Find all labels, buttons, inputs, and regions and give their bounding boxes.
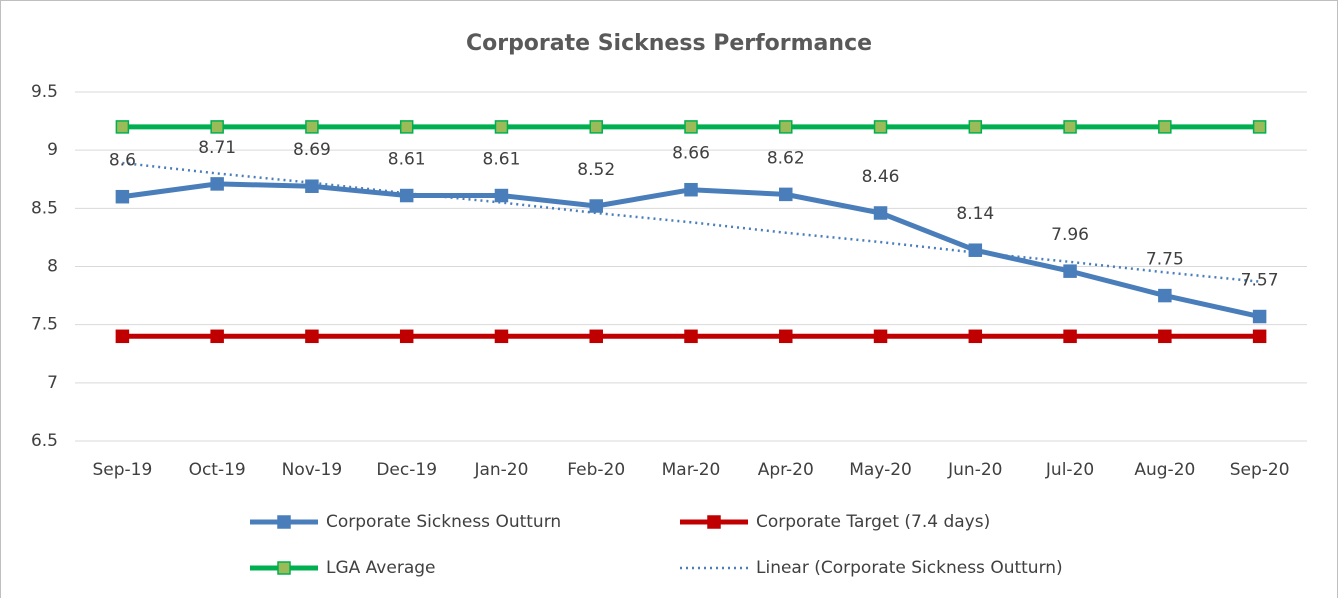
series-line [122, 161, 1260, 283]
data-label: 8.52 [577, 160, 615, 180]
legend-marker [707, 515, 721, 529]
x-tick-label: Apr-20 [758, 460, 814, 480]
marker [968, 329, 983, 344]
legend-label: Corporate Sickness Outturn [326, 512, 561, 532]
x-tick-label: Oct-19 [189, 460, 246, 480]
y-tick-label: 9.5 [31, 82, 58, 102]
data-label: 8.62 [767, 148, 805, 168]
marker [115, 189, 130, 204]
marker [1063, 329, 1077, 344]
y-tick-label: 6.5 [31, 431, 58, 451]
marker [1063, 264, 1077, 278]
x-tick-label: Dec-19 [376, 460, 437, 480]
marker [1158, 120, 1172, 134]
marker [1252, 309, 1267, 324]
marker [779, 120, 793, 134]
marker [494, 188, 509, 203]
data-label: 8.61 [388, 150, 426, 170]
y-tick-label: 7.5 [31, 315, 58, 335]
data-label: 7.57 [1241, 271, 1279, 291]
marker [210, 329, 224, 344]
marker [399, 188, 414, 203]
x-tick-label: Jan-20 [473, 460, 528, 480]
x-tick-label: Sep-19 [92, 460, 152, 480]
data-label: 7.75 [1146, 250, 1184, 270]
marker [684, 182, 698, 197]
data-label: 8.6 [109, 151, 136, 171]
marker [305, 179, 319, 193]
data-label: 8.14 [956, 204, 994, 224]
marker [779, 187, 793, 202]
marker [305, 120, 319, 134]
marker [968, 243, 983, 257]
x-tick-label: May-20 [849, 460, 912, 480]
x-tick-label: Aug-20 [1134, 460, 1195, 480]
x-tick-label: Feb-20 [567, 460, 625, 480]
data-label: 8.69 [293, 140, 331, 160]
y-tick-label: 7 [47, 373, 58, 393]
marker [684, 120, 698, 134]
data-label: 7.96 [1051, 225, 1089, 245]
marker [494, 120, 509, 134]
data-label: 8.71 [198, 138, 236, 158]
y-tick-label: 8.5 [31, 198, 58, 218]
y-tick-label: 9 [47, 140, 58, 160]
marker [684, 329, 698, 344]
marker [1252, 120, 1267, 134]
legend-label: LGA Average [326, 558, 436, 578]
marker [115, 120, 130, 134]
data-label: 8.46 [862, 167, 900, 187]
legend-label: Corporate Target (7.4 days) [756, 512, 990, 532]
x-tick-label: Sep-20 [1230, 460, 1290, 480]
marker [210, 120, 224, 134]
x-tick-label: Mar-20 [662, 460, 721, 480]
marker [494, 329, 509, 344]
y-tick-label: 8 [47, 257, 58, 277]
marker [305, 329, 319, 344]
legend-marker [277, 561, 291, 575]
marker [873, 206, 888, 220]
marker [115, 329, 130, 344]
marker [873, 120, 888, 134]
legend-label: Linear (Corporate Sickness Outturn) [756, 558, 1063, 578]
marker [1158, 288, 1172, 303]
marker [399, 329, 414, 344]
x-tick-label: Nov-19 [282, 460, 343, 480]
marker [779, 329, 793, 344]
marker [399, 120, 414, 134]
chart-title: Corporate Sickness Performance [466, 31, 872, 56]
x-tick-label: Jun-20 [947, 460, 1002, 480]
marker [968, 120, 983, 134]
marker [1158, 329, 1172, 344]
series-line [122, 181, 1261, 319]
marker [210, 177, 224, 191]
marker [1252, 329, 1267, 344]
legend-marker [277, 515, 291, 529]
marker [873, 329, 888, 344]
x-tick-label: Jul-20 [1045, 460, 1094, 480]
data-label: 8.61 [483, 150, 521, 170]
marker [589, 120, 603, 134]
marker [589, 329, 603, 344]
marker [1063, 120, 1077, 134]
data-label: 8.66 [672, 144, 710, 164]
marker [589, 199, 603, 213]
